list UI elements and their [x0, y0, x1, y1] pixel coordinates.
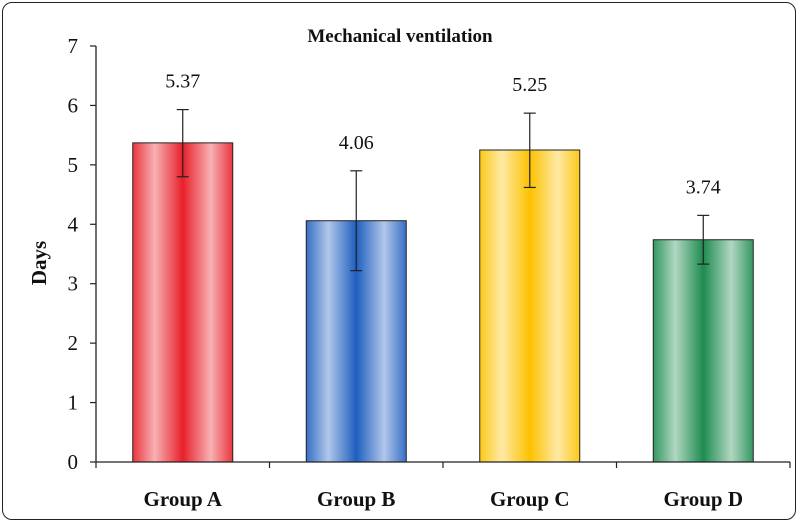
y-tick-label: 4	[68, 212, 79, 236]
y-tick-label: 6	[68, 93, 79, 117]
y-tick-label: 7	[68, 34, 79, 58]
data-labels: 5.37 4.06 5.25 3.74	[165, 71, 721, 199]
error-bar	[697, 214, 710, 265]
bar-group-c	[479, 149, 581, 463]
chart-title: Mechanical ventilation	[307, 26, 493, 47]
data-label: 3.74	[686, 176, 721, 198]
data-label: 5.37	[165, 71, 200, 93]
error-bars	[176, 108, 710, 272]
y-tick-label: 5	[68, 153, 79, 177]
error-bar	[176, 108, 189, 178]
y-tick-label: 0	[68, 450, 79, 474]
error-bar	[523, 112, 536, 189]
data-label: 4.06	[339, 132, 374, 154]
bars	[132, 142, 754, 463]
y-tick-label: 1	[68, 391, 79, 415]
x-tick-label: Group D	[663, 487, 743, 511]
x-tick-label: Group B	[317, 487, 395, 511]
y-tick-label: 3	[68, 272, 79, 296]
y-axis-ticks: 0 1 2 3 4 5 6 7	[68, 34, 96, 474]
y-tick-label: 2	[68, 331, 79, 355]
error-bar	[350, 170, 363, 272]
x-tick-label: Group C	[490, 487, 570, 511]
bar-group-d	[652, 239, 754, 463]
y-axis-label: Days	[27, 241, 51, 285]
data-label: 5.25	[512, 74, 547, 96]
bar-group-a	[132, 142, 234, 463]
x-axis-ticks: Group A Group B Group C Group D	[95, 462, 791, 511]
x-tick-label: Group A	[144, 487, 223, 511]
